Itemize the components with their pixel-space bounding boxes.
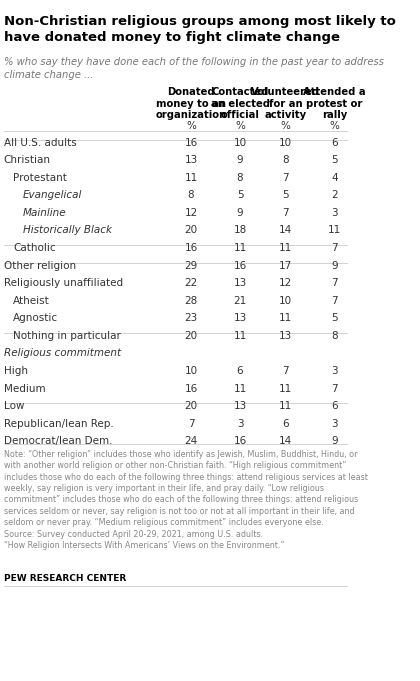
Text: 14: 14 [279, 225, 292, 236]
Text: 11: 11 [279, 401, 292, 411]
Text: 11: 11 [279, 313, 292, 323]
Text: 11: 11 [328, 225, 341, 236]
Text: 21: 21 [234, 296, 247, 306]
Text: 4: 4 [331, 173, 338, 183]
Text: Republican/lean Rep.: Republican/lean Rep. [3, 419, 113, 428]
Text: 16: 16 [184, 138, 197, 148]
Text: 12: 12 [184, 208, 197, 218]
Text: 5: 5 [282, 190, 289, 200]
Text: 11: 11 [234, 383, 247, 394]
Text: Protestant: Protestant [13, 173, 67, 183]
Text: 7: 7 [282, 366, 289, 376]
Text: 7: 7 [282, 208, 289, 218]
Text: Democrat/lean Dem.: Democrat/lean Dem. [3, 437, 112, 446]
Text: 5: 5 [237, 190, 243, 200]
Text: 13: 13 [279, 331, 292, 340]
Text: 10: 10 [279, 296, 292, 306]
Text: Contacted
an elected
official: Contacted an elected official [210, 87, 270, 121]
Text: 10: 10 [234, 138, 247, 148]
Text: 6: 6 [237, 366, 243, 376]
Text: Volunteered
for an
activity: Volunteered for an activity [251, 87, 320, 121]
Text: %: % [235, 121, 245, 131]
Text: %: % [330, 121, 339, 131]
Text: 8: 8 [188, 190, 194, 200]
Text: Historically Black: Historically Black [23, 225, 112, 236]
Text: 5: 5 [331, 313, 338, 323]
Text: 9: 9 [331, 261, 338, 270]
Text: 3: 3 [331, 366, 338, 376]
Text: All U.S. adults: All U.S. adults [3, 138, 76, 148]
Text: 10: 10 [279, 138, 292, 148]
Text: 7: 7 [331, 243, 338, 253]
Text: 7: 7 [188, 419, 194, 428]
Text: 18: 18 [234, 225, 247, 236]
Text: 6: 6 [282, 419, 289, 428]
Text: Medium: Medium [3, 383, 45, 394]
Text: 20: 20 [184, 331, 197, 340]
Text: Religiously unaffiliated: Religiously unaffiliated [3, 278, 123, 288]
Text: 20: 20 [184, 225, 197, 236]
Text: 7: 7 [331, 278, 338, 288]
Text: 13: 13 [184, 155, 197, 165]
Text: 17: 17 [279, 261, 292, 270]
Text: 24: 24 [184, 437, 197, 446]
Text: 20: 20 [184, 401, 197, 411]
Text: 23: 23 [184, 313, 197, 323]
Text: 9: 9 [331, 437, 338, 446]
Text: Low: Low [3, 401, 24, 411]
Text: 7: 7 [331, 296, 338, 306]
Text: 16: 16 [184, 243, 197, 253]
Text: Catholic: Catholic [13, 243, 56, 253]
Text: 8: 8 [237, 173, 243, 183]
Text: Atheist: Atheist [13, 296, 50, 306]
Text: 2: 2 [331, 190, 338, 200]
Text: 10: 10 [184, 366, 197, 376]
Text: Agnostic: Agnostic [13, 313, 58, 323]
Text: 11: 11 [234, 331, 247, 340]
Text: 13: 13 [234, 278, 247, 288]
Text: 29: 29 [184, 261, 197, 270]
Text: 11: 11 [279, 383, 292, 394]
Text: PEW RESEARCH CENTER: PEW RESEARCH CENTER [3, 573, 126, 582]
Text: 16: 16 [234, 437, 247, 446]
Text: 8: 8 [282, 155, 289, 165]
Text: Note: “Other religion” includes those who identify as Jewish, Muslim, Buddhist, : Note: “Other religion” includes those wh… [3, 449, 368, 550]
Text: Attended a
protest or
rally: Attended a protest or rally [303, 87, 366, 121]
Text: 9: 9 [237, 208, 243, 218]
Text: 8: 8 [331, 331, 338, 340]
Text: Donated
money to an
organization: Donated money to an organization [155, 87, 226, 121]
Text: 14: 14 [279, 437, 292, 446]
Text: 13: 13 [234, 401, 247, 411]
Text: %: % [186, 121, 196, 131]
Text: % who say they have done each of the following in the past year to address
clima: % who say they have done each of the fol… [3, 57, 383, 80]
Text: 11: 11 [279, 243, 292, 253]
Text: 16: 16 [184, 383, 197, 394]
Text: 12: 12 [279, 278, 292, 288]
Text: Nothing in particular: Nothing in particular [13, 331, 121, 340]
Text: 9: 9 [237, 155, 243, 165]
Text: Religious commitment: Religious commitment [3, 349, 121, 358]
Text: 3: 3 [237, 419, 243, 428]
Text: 13: 13 [234, 313, 247, 323]
Text: %: % [281, 121, 291, 131]
Text: 16: 16 [234, 261, 247, 270]
Text: Mainline: Mainline [23, 208, 67, 218]
Text: 6: 6 [331, 401, 338, 411]
Text: 7: 7 [331, 383, 338, 394]
Text: Non-Christian religious groups among most likely to
have donated money to fight : Non-Christian religious groups among mos… [3, 15, 395, 44]
Text: Christian: Christian [3, 155, 50, 165]
Text: 11: 11 [184, 173, 197, 183]
Text: 6: 6 [331, 138, 338, 148]
Text: Evangelical: Evangelical [23, 190, 82, 200]
Text: 5: 5 [331, 155, 338, 165]
Text: High: High [3, 366, 27, 376]
Text: 3: 3 [331, 208, 338, 218]
Text: 7: 7 [282, 173, 289, 183]
Text: 11: 11 [234, 243, 247, 253]
Text: 28: 28 [184, 296, 197, 306]
Text: Other religion: Other religion [3, 261, 76, 270]
Text: 22: 22 [184, 278, 197, 288]
Text: 3: 3 [331, 419, 338, 428]
